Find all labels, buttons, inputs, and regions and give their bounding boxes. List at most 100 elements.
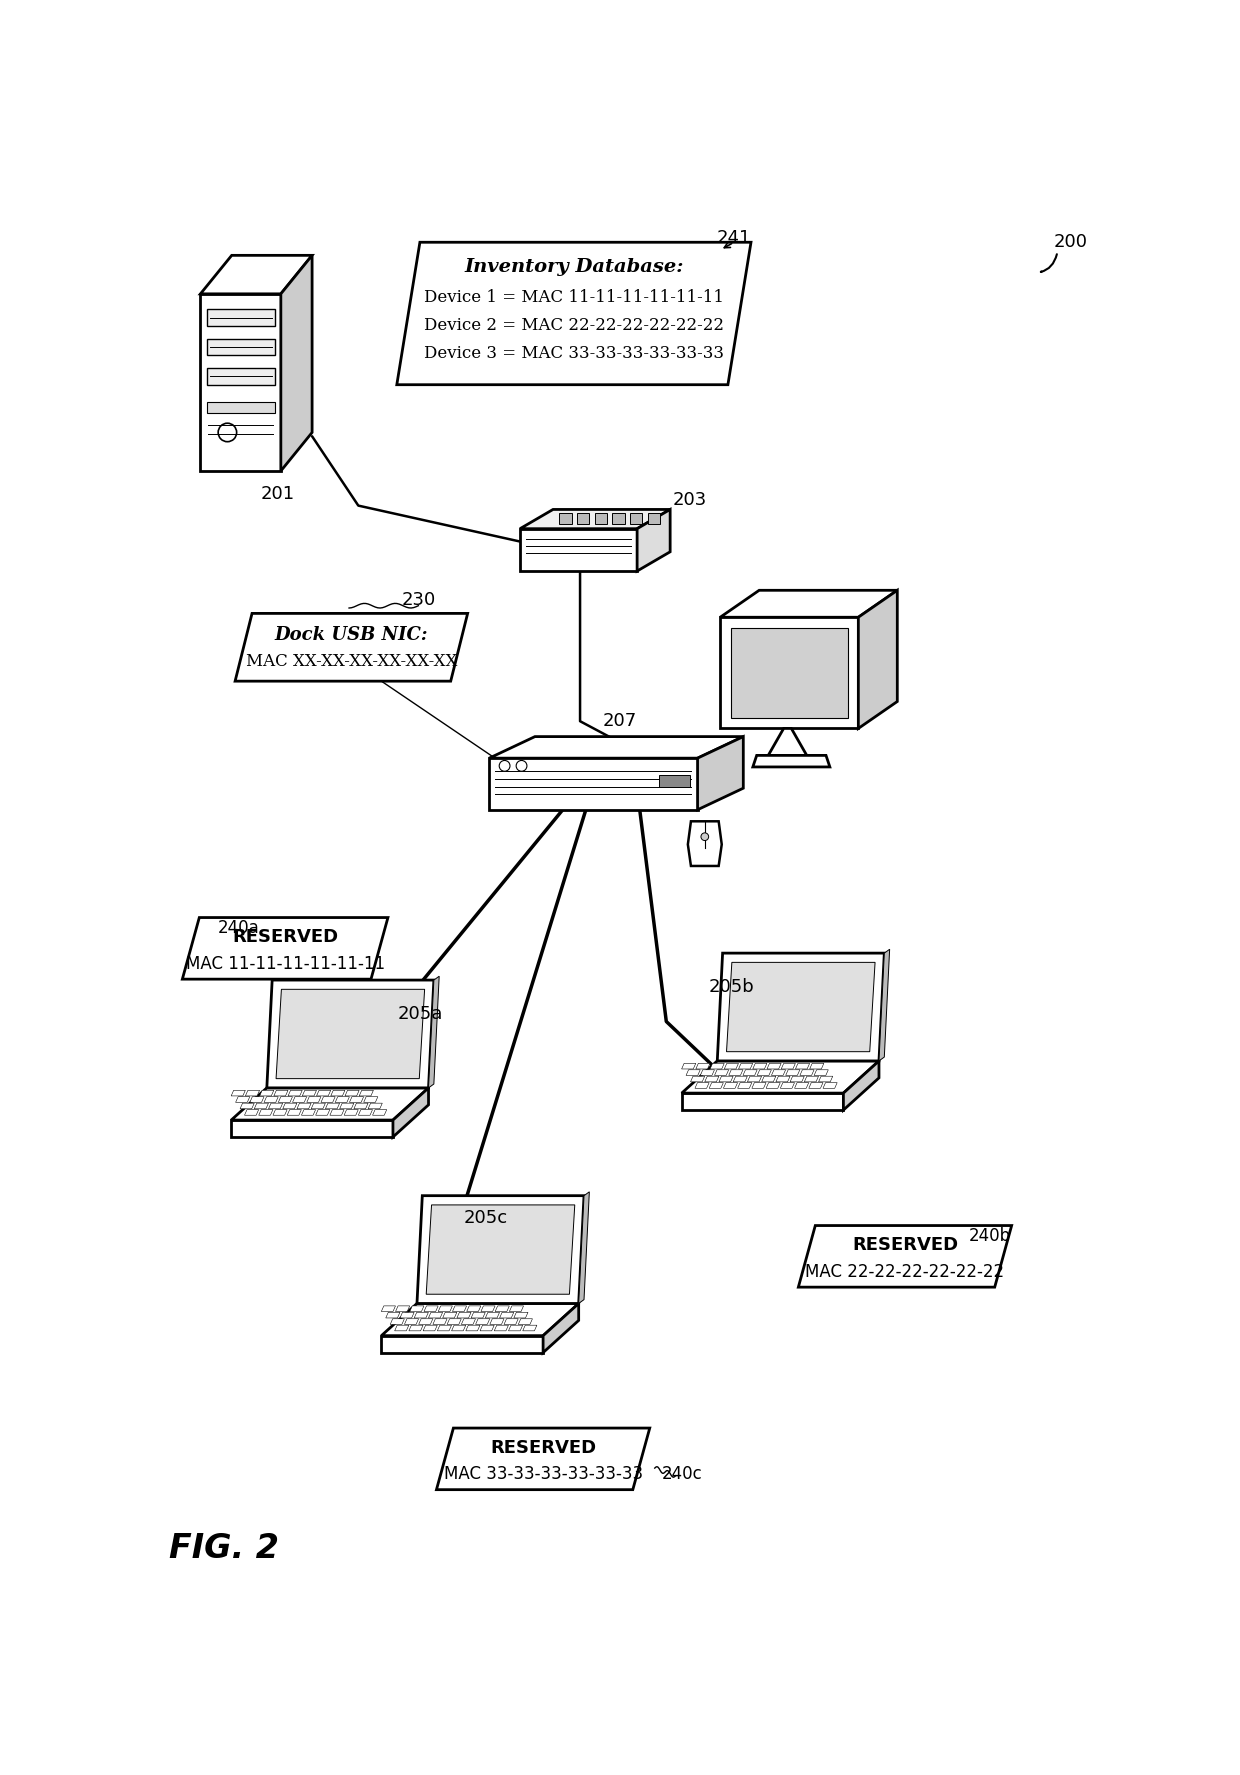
Polygon shape — [353, 1102, 368, 1109]
Polygon shape — [456, 1312, 471, 1319]
Polygon shape — [423, 1326, 438, 1331]
Polygon shape — [485, 1312, 500, 1319]
Polygon shape — [523, 1326, 537, 1331]
Polygon shape — [386, 1312, 401, 1319]
Polygon shape — [311, 1102, 325, 1109]
Bar — [647, 513, 660, 524]
Bar — [613, 513, 625, 524]
Polygon shape — [790, 1076, 805, 1081]
Polygon shape — [288, 1109, 301, 1115]
Polygon shape — [436, 1429, 650, 1489]
Text: RESERVED: RESERVED — [232, 928, 339, 946]
Polygon shape — [254, 1102, 268, 1109]
Polygon shape — [858, 591, 898, 728]
Polygon shape — [480, 1326, 495, 1331]
Polygon shape — [414, 1312, 428, 1319]
FancyArrowPatch shape — [1040, 254, 1056, 272]
Text: MAC 33-33-33-33-33-33: MAC 33-33-33-33-33-33 — [444, 1464, 642, 1484]
Polygon shape — [396, 1306, 409, 1312]
Polygon shape — [691, 1076, 704, 1081]
Polygon shape — [481, 1306, 495, 1312]
Text: 240b: 240b — [968, 1227, 1011, 1244]
Polygon shape — [358, 1109, 372, 1115]
Polygon shape — [753, 1063, 766, 1069]
Polygon shape — [727, 962, 875, 1051]
Polygon shape — [231, 1090, 246, 1095]
Polygon shape — [259, 1090, 274, 1095]
Polygon shape — [340, 1102, 353, 1109]
Text: 240c: 240c — [661, 1464, 702, 1484]
Polygon shape — [518, 1319, 532, 1324]
Polygon shape — [513, 1312, 528, 1319]
Polygon shape — [714, 1070, 729, 1076]
Polygon shape — [818, 1076, 833, 1081]
Polygon shape — [751, 1083, 766, 1088]
Polygon shape — [795, 1083, 808, 1088]
Polygon shape — [424, 1306, 438, 1312]
Polygon shape — [500, 1312, 513, 1319]
Polygon shape — [717, 953, 884, 1061]
Polygon shape — [579, 1191, 589, 1303]
Polygon shape — [443, 1312, 456, 1319]
Polygon shape — [768, 1063, 781, 1069]
Polygon shape — [720, 618, 858, 728]
Polygon shape — [682, 1063, 696, 1069]
Polygon shape — [244, 1109, 259, 1115]
Polygon shape — [274, 1090, 288, 1095]
Polygon shape — [404, 1319, 419, 1324]
Polygon shape — [805, 1076, 818, 1081]
Polygon shape — [278, 1097, 293, 1102]
Polygon shape — [249, 1097, 264, 1102]
Polygon shape — [520, 509, 670, 529]
Text: Device 1 = MAC 11-11-11-11-11-11: Device 1 = MAC 11-11-11-11-11-11 — [424, 289, 724, 307]
Polygon shape — [259, 1109, 273, 1115]
Text: 207: 207 — [603, 712, 637, 730]
Polygon shape — [429, 1312, 443, 1319]
Text: 205b: 205b — [709, 978, 755, 996]
Polygon shape — [795, 1063, 810, 1069]
Polygon shape — [758, 1070, 771, 1076]
Polygon shape — [393, 1088, 429, 1138]
Polygon shape — [808, 1083, 823, 1088]
Polygon shape — [476, 1319, 490, 1324]
Polygon shape — [766, 1083, 780, 1088]
Polygon shape — [495, 1326, 508, 1331]
Polygon shape — [879, 950, 889, 1061]
Polygon shape — [236, 614, 467, 682]
Polygon shape — [325, 1102, 340, 1109]
Polygon shape — [382, 1306, 396, 1312]
Polygon shape — [743, 1070, 758, 1076]
Polygon shape — [800, 1070, 815, 1076]
Polygon shape — [433, 1319, 448, 1324]
Polygon shape — [316, 1090, 331, 1095]
Polygon shape — [786, 1070, 800, 1076]
Polygon shape — [729, 1070, 743, 1076]
Text: Device 2 = MAC 22-22-22-22-22-22: Device 2 = MAC 22-22-22-22-22-22 — [424, 318, 724, 334]
Polygon shape — [345, 1090, 360, 1095]
Polygon shape — [409, 1306, 424, 1312]
Text: Dock USB NIC:: Dock USB NIC: — [274, 627, 428, 644]
Polygon shape — [330, 1109, 343, 1115]
Polygon shape — [781, 1063, 795, 1069]
Polygon shape — [335, 1097, 350, 1102]
Polygon shape — [761, 1076, 776, 1081]
Text: Device 3 = MAC 33-33-33-33-33-33: Device 3 = MAC 33-33-33-33-33-33 — [424, 346, 724, 362]
Text: MAC 22-22-22-22-22-22: MAC 22-22-22-22-22-22 — [806, 1262, 1004, 1282]
Bar — [595, 513, 606, 524]
Polygon shape — [520, 529, 637, 572]
Polygon shape — [682, 1093, 843, 1109]
Polygon shape — [321, 1097, 335, 1102]
Polygon shape — [391, 1319, 404, 1324]
Polygon shape — [453, 1306, 466, 1312]
Bar — [577, 513, 589, 524]
Polygon shape — [704, 1076, 719, 1081]
Polygon shape — [448, 1319, 461, 1324]
Polygon shape — [709, 1083, 723, 1088]
Polygon shape — [417, 1196, 584, 1303]
Polygon shape — [815, 1070, 828, 1076]
Polygon shape — [438, 1306, 453, 1312]
Polygon shape — [350, 1097, 363, 1102]
Polygon shape — [490, 758, 698, 809]
Polygon shape — [345, 1109, 358, 1115]
Text: MAC 11-11-11-11-11-11: MAC 11-11-11-11-11-11 — [186, 955, 384, 973]
